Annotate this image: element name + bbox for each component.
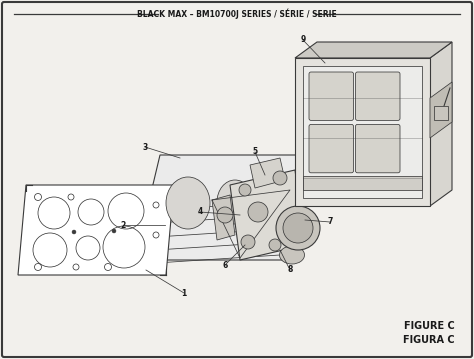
Circle shape bbox=[217, 207, 233, 223]
Circle shape bbox=[276, 206, 320, 250]
Circle shape bbox=[283, 213, 313, 243]
Text: FIGURE C: FIGURE C bbox=[404, 321, 455, 331]
Text: 5: 5 bbox=[253, 148, 257, 157]
Text: FIGURA C: FIGURA C bbox=[403, 335, 455, 345]
Text: 7: 7 bbox=[328, 218, 333, 227]
Text: 8: 8 bbox=[287, 266, 292, 275]
Polygon shape bbox=[230, 170, 305, 260]
Circle shape bbox=[269, 239, 281, 251]
FancyBboxPatch shape bbox=[434, 106, 448, 120]
Polygon shape bbox=[295, 42, 452, 58]
Circle shape bbox=[248, 202, 268, 222]
Text: BLACK MAX – BM10700J SERIES / SÉRIE / SERIE: BLACK MAX – BM10700J SERIES / SÉRIE / SE… bbox=[137, 9, 337, 19]
Polygon shape bbox=[135, 155, 315, 260]
Text: 3: 3 bbox=[142, 143, 147, 151]
Polygon shape bbox=[250, 158, 285, 188]
Circle shape bbox=[273, 171, 287, 185]
Text: 4: 4 bbox=[197, 208, 202, 216]
FancyBboxPatch shape bbox=[309, 125, 354, 173]
Circle shape bbox=[112, 229, 116, 233]
Text: 9: 9 bbox=[301, 36, 306, 45]
FancyBboxPatch shape bbox=[303, 176, 422, 190]
Ellipse shape bbox=[258, 174, 302, 226]
Polygon shape bbox=[295, 58, 430, 206]
Polygon shape bbox=[430, 82, 452, 138]
Polygon shape bbox=[212, 195, 235, 240]
Ellipse shape bbox=[217, 180, 253, 224]
Text: 1: 1 bbox=[182, 289, 187, 298]
Ellipse shape bbox=[166, 177, 210, 229]
FancyBboxPatch shape bbox=[356, 72, 400, 120]
Circle shape bbox=[239, 184, 251, 196]
FancyBboxPatch shape bbox=[303, 66, 422, 198]
Circle shape bbox=[72, 230, 76, 234]
Polygon shape bbox=[18, 185, 174, 275]
FancyBboxPatch shape bbox=[309, 72, 354, 120]
Polygon shape bbox=[430, 42, 452, 206]
Text: 6: 6 bbox=[222, 261, 228, 270]
FancyBboxPatch shape bbox=[356, 125, 400, 173]
Text: 2: 2 bbox=[120, 220, 126, 229]
Circle shape bbox=[241, 235, 255, 249]
Ellipse shape bbox=[280, 246, 304, 264]
